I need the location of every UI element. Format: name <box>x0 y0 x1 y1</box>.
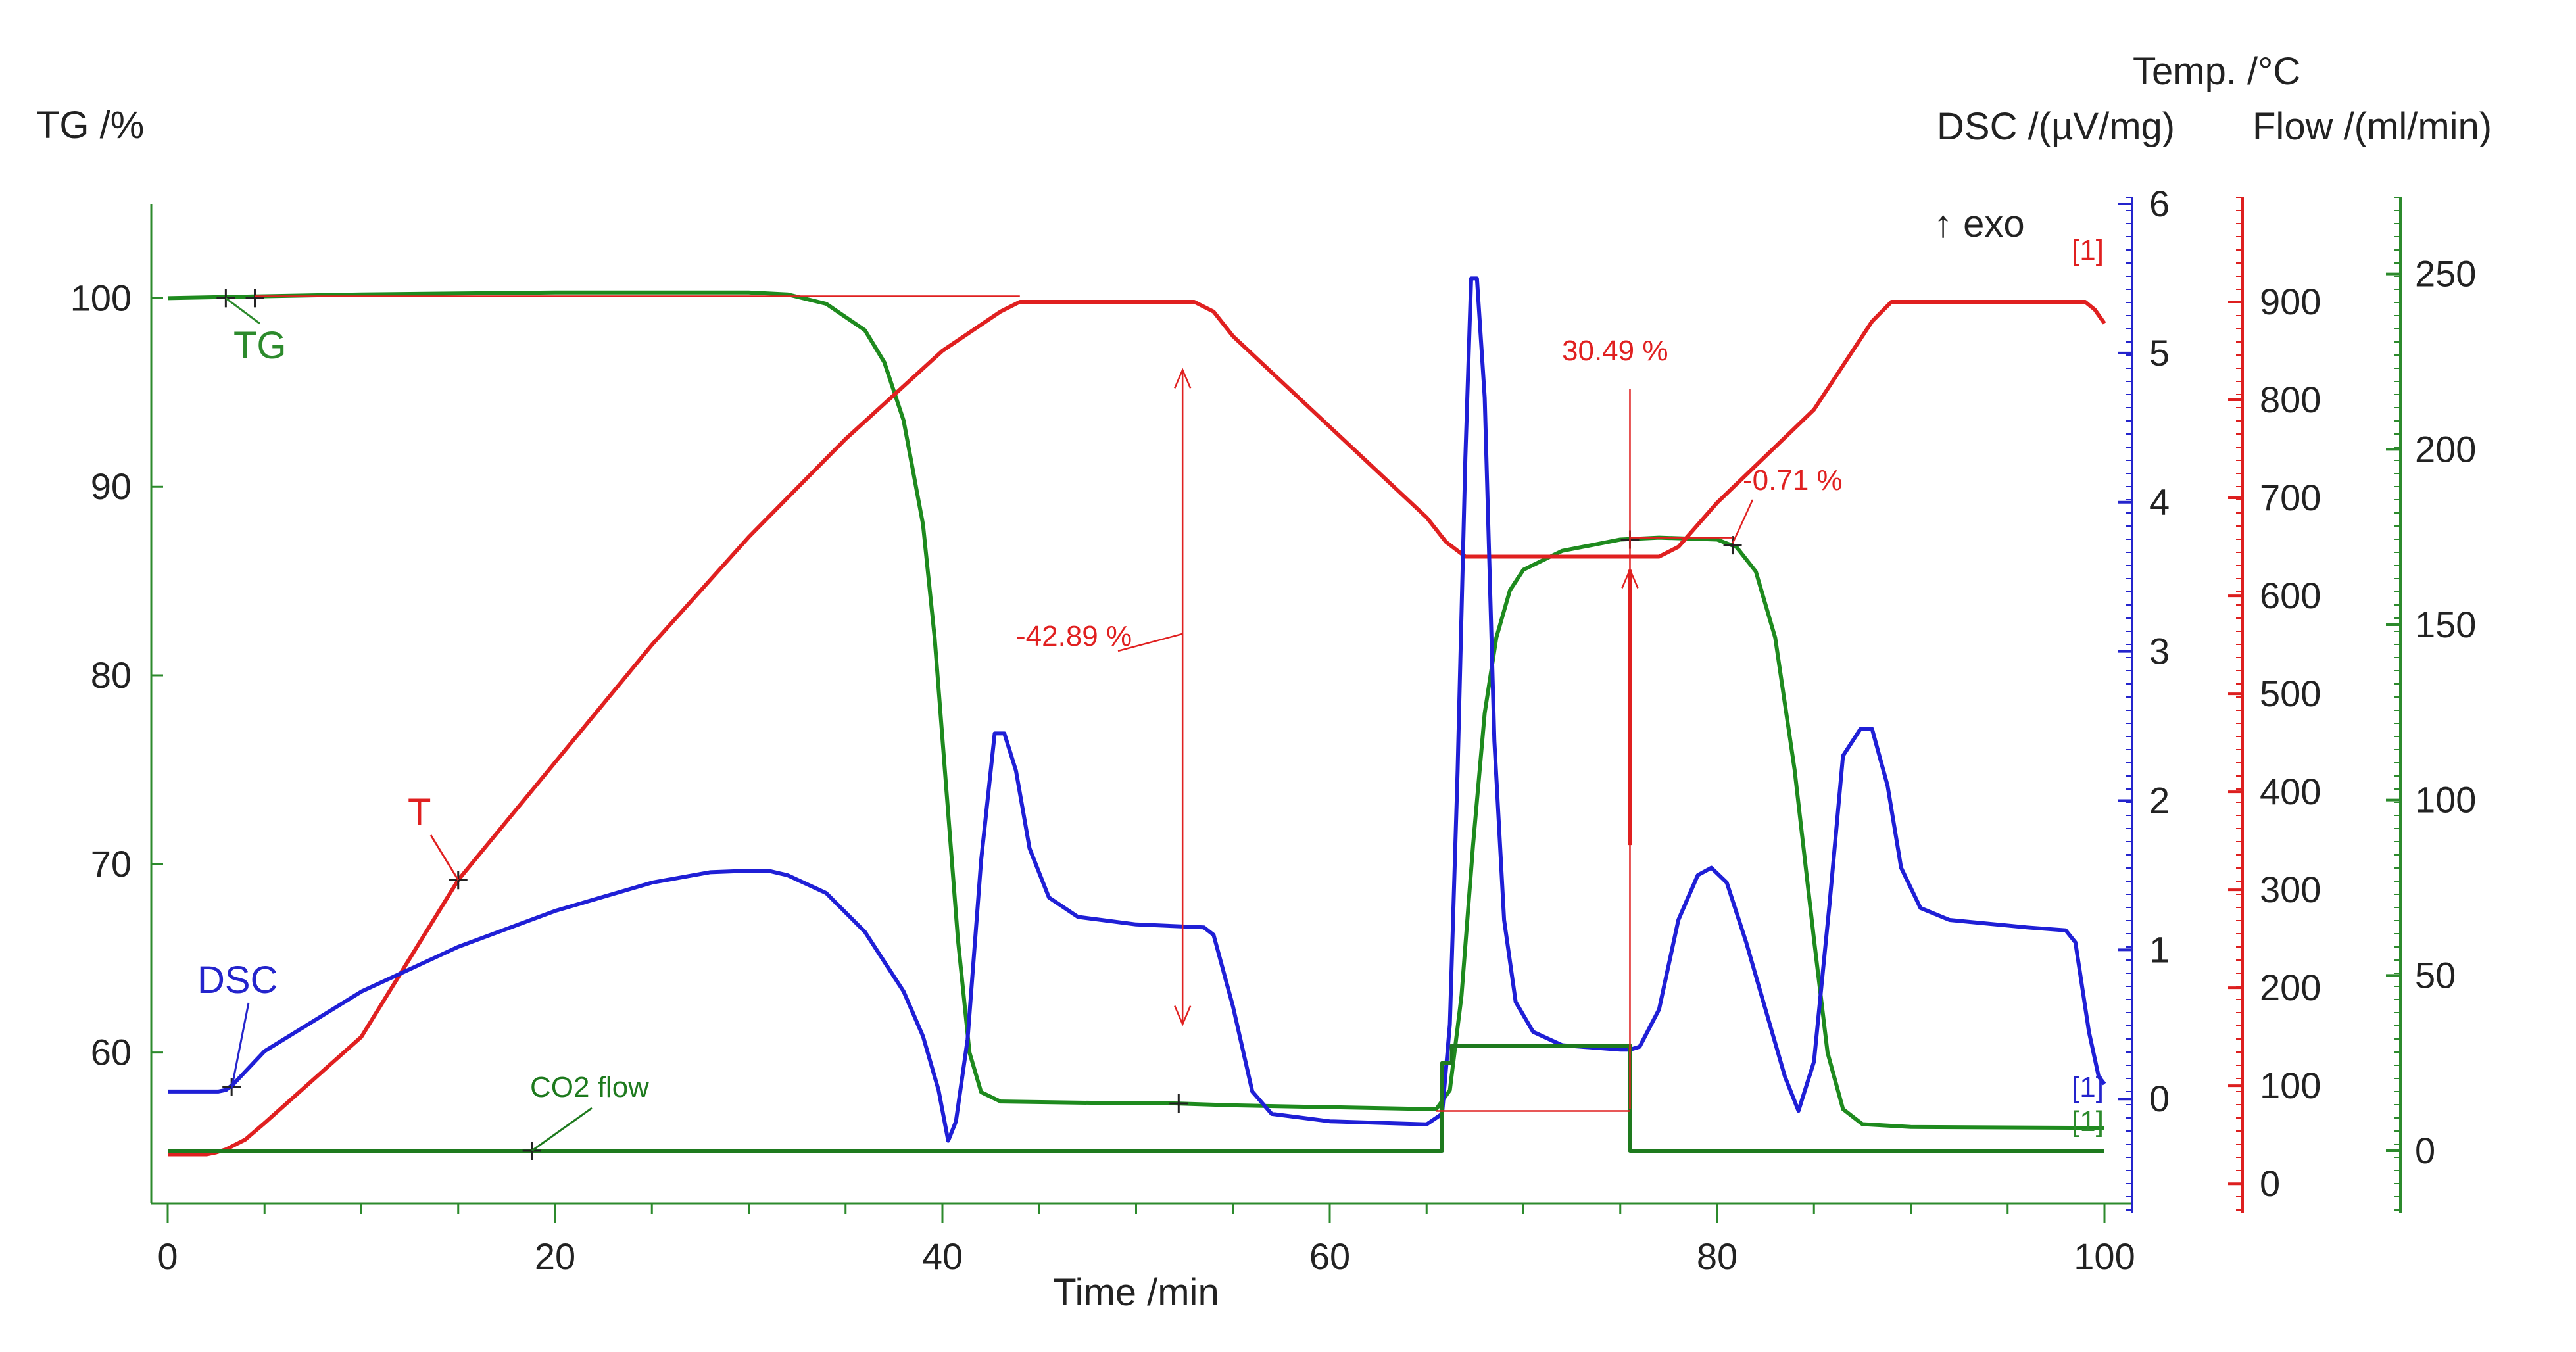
dsc-tick-label: 5 <box>2149 332 2170 374</box>
tg-tick-label: 80 <box>91 654 132 696</box>
mass-loss-arrowhead-top <box>1174 368 1192 389</box>
x-tick-label: 100 <box>2074 1236 2135 1277</box>
co2-flow-series-line <box>168 1044 2104 1153</box>
flow-axis-title: Flow /(ml/min) <box>2252 105 2492 148</box>
mass-loss-arrowhead-bottom <box>1174 1005 1192 1026</box>
t-series-line <box>168 300 2106 1157</box>
annotation-layer: -42.89 %30.49 %-0.71 %[1][1][1] <box>216 234 2104 1160</box>
flow-tick-label: 100 <box>2415 779 2476 821</box>
label-layer: TG /% Time /min Temp. /°C DSC /(µV/mg) Flow … <box>36 50 2492 1314</box>
small-loss-value-label: -0.71 % <box>1743 464 1843 496</box>
t-series-label: T <box>408 791 431 834</box>
dsc-tick-label: 6 <box>2149 183 2170 224</box>
dsc-tick-label: 0 <box>2149 1078 2170 1119</box>
flow-tick-label: 200 <box>2415 428 2476 470</box>
curve-marker <box>1723 536 1742 555</box>
flow-tick-label: 0 <box>2415 1130 2435 1171</box>
temp-tick-label: 300 <box>2260 869 2321 910</box>
mass-loss-value-label: -42.89 % <box>1016 620 1132 652</box>
x-tick-label: 60 <box>1309 1236 1350 1277</box>
dsc-curve-end-marker: [1] <box>2072 1071 2104 1103</box>
tg-axis-title: TG /% <box>36 104 144 147</box>
x-tick-label: 80 <box>1697 1236 1738 1277</box>
tg-series-line <box>167 290 2105 1130</box>
temp-tick-label: 100 <box>2260 1065 2321 1106</box>
x-axis-title: Time /min <box>1053 1271 1219 1314</box>
co2-flow-series-label: CO2 flow <box>530 1071 649 1103</box>
small-loss-leader-line <box>1732 499 1754 544</box>
tg-series-label: TG <box>233 324 287 367</box>
dsc-series-line <box>168 276 2106 1143</box>
flow-curve-end-marker: [1] <box>2072 1105 2104 1138</box>
temp-tick-label: 900 <box>2260 281 2321 322</box>
temp-tick-label: 700 <box>2260 477 2321 518</box>
temp-tick-label: 200 <box>2260 967 2321 1008</box>
dsc-leader-line <box>230 1002 250 1089</box>
series-layer <box>167 276 2106 1157</box>
curve-marker <box>245 289 264 308</box>
x-tick-label: 0 <box>157 1236 178 1277</box>
dsc-axis-title: DSC /(µV/mg) <box>1937 105 2175 148</box>
dsc-series-label: DSC <box>197 959 278 1002</box>
flow-tick-label: 50 <box>2415 954 2456 996</box>
temp-tick-label: 400 <box>2260 771 2321 812</box>
flow-tick-label: 150 <box>2415 604 2476 645</box>
flow-tick-label: 250 <box>2415 253 2476 295</box>
t-leader-line <box>429 834 460 881</box>
mass-gain-arrowhead <box>1621 567 1639 589</box>
curve-marker <box>216 289 235 308</box>
dsc-tick-label: 1 <box>2149 929 2170 970</box>
temp-tick-label: 800 <box>2260 379 2321 420</box>
co2-flow-leader-line <box>531 1107 593 1152</box>
tg-tick-label: 60 <box>91 1032 132 1073</box>
temp-curve-end-marker: [1] <box>2072 234 2104 266</box>
tg-leader-line <box>225 297 260 325</box>
temp-tick-label: 500 <box>2260 673 2321 714</box>
x-tick-label: 20 <box>535 1236 575 1277</box>
tg-tick-label: 90 <box>91 466 132 507</box>
x-tick-label: 40 <box>922 1236 963 1277</box>
temp-axis-title: Temp. /°C <box>2133 50 2300 93</box>
tg-tick-label: 70 <box>91 843 132 884</box>
dsc-tick-label: 4 <box>2149 481 2170 523</box>
curve-marker <box>1169 1094 1188 1113</box>
temp-tick-label: 0 <box>2260 1163 2280 1204</box>
exo-indicator: ↑ exo <box>1933 203 2025 245</box>
curve-marker <box>449 871 468 890</box>
mass-loss-leader-line <box>1117 633 1183 652</box>
dsc-tick-label: 3 <box>2149 631 2170 672</box>
temp-tick-label: 600 <box>2260 575 2321 616</box>
tg-tick-label: 100 <box>70 277 132 318</box>
mass-gain-value-label: 30.49 % <box>1562 335 1668 367</box>
dsc-tick-label: 2 <box>2149 779 2170 821</box>
